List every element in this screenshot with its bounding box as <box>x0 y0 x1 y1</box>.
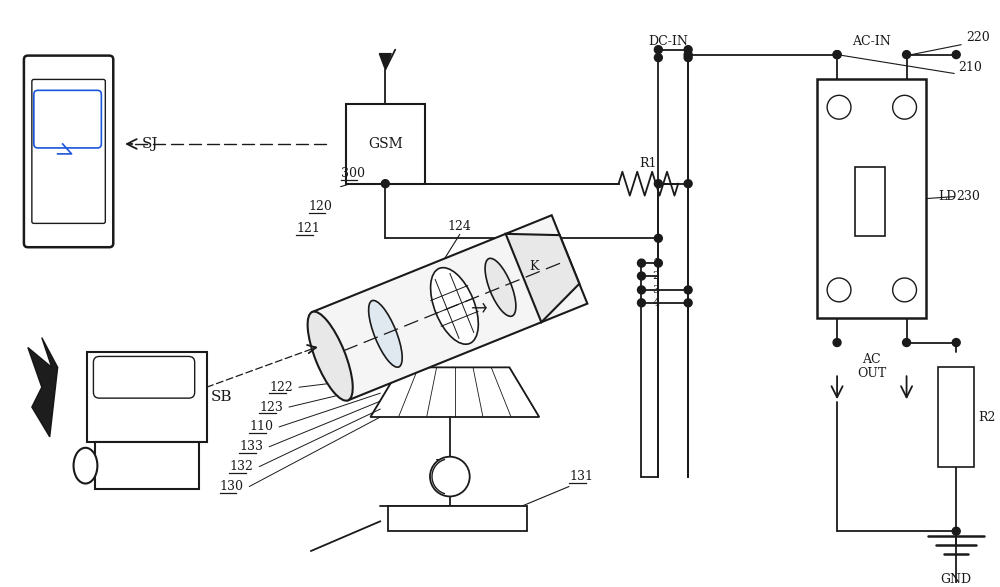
Circle shape <box>903 339 911 346</box>
Text: R2: R2 <box>978 410 995 423</box>
Text: 2: 2 <box>652 271 660 281</box>
Text: 133: 133 <box>239 440 263 453</box>
Text: DC-IN: DC-IN <box>648 35 688 48</box>
Circle shape <box>952 50 960 59</box>
Bar <box>855 167 885 237</box>
FancyBboxPatch shape <box>24 56 113 247</box>
Circle shape <box>684 46 692 53</box>
Text: GSM: GSM <box>368 137 403 151</box>
Bar <box>346 104 425 184</box>
Circle shape <box>638 286 645 294</box>
Polygon shape <box>370 367 539 417</box>
Text: 121: 121 <box>296 222 320 235</box>
Circle shape <box>654 234 662 242</box>
Circle shape <box>952 339 960 346</box>
Text: SJ: SJ <box>142 137 158 151</box>
Text: OUT: OUT <box>857 367 886 380</box>
Bar <box>312 215 587 400</box>
Circle shape <box>684 299 692 307</box>
Bar <box>95 442 199 490</box>
Ellipse shape <box>369 301 402 367</box>
Circle shape <box>381 180 389 188</box>
Circle shape <box>654 46 662 53</box>
Text: 210: 210 <box>958 61 982 74</box>
Text: K: K <box>530 261 539 274</box>
Text: 130: 130 <box>220 480 244 493</box>
Bar <box>388 507 527 531</box>
Circle shape <box>684 286 692 294</box>
Circle shape <box>827 278 851 302</box>
Ellipse shape <box>308 312 353 401</box>
Circle shape <box>684 180 692 188</box>
Circle shape <box>833 339 841 346</box>
Text: 230: 230 <box>956 190 980 203</box>
Circle shape <box>903 50 911 59</box>
Circle shape <box>684 53 692 62</box>
Text: 131: 131 <box>569 470 593 483</box>
Text: 220: 220 <box>966 31 990 44</box>
Circle shape <box>893 95 916 119</box>
Polygon shape <box>379 53 391 69</box>
Circle shape <box>654 259 662 267</box>
FancyBboxPatch shape <box>34 90 101 148</box>
Text: LD: LD <box>938 190 957 203</box>
FancyBboxPatch shape <box>32 79 105 224</box>
Text: 110: 110 <box>249 420 273 433</box>
Text: 123: 123 <box>259 400 283 414</box>
Ellipse shape <box>485 258 516 316</box>
Circle shape <box>833 50 841 59</box>
Text: 132: 132 <box>229 460 253 473</box>
Circle shape <box>638 259 645 267</box>
Ellipse shape <box>74 448 97 484</box>
Circle shape <box>638 272 645 280</box>
Circle shape <box>654 53 662 62</box>
Bar <box>938 367 974 467</box>
Text: 300: 300 <box>341 167 365 180</box>
Text: SB: SB <box>211 390 232 404</box>
Text: 122: 122 <box>269 381 293 394</box>
Ellipse shape <box>431 268 478 344</box>
Bar <box>87 352 207 442</box>
Circle shape <box>893 278 916 302</box>
FancyBboxPatch shape <box>93 356 195 398</box>
Text: 1: 1 <box>652 258 660 268</box>
Circle shape <box>654 180 662 188</box>
Circle shape <box>833 50 841 59</box>
Text: 4: 4 <box>652 298 660 308</box>
Text: AC: AC <box>863 353 881 366</box>
Bar <box>817 79 926 318</box>
Circle shape <box>638 299 645 307</box>
Text: 124: 124 <box>448 220 472 233</box>
Polygon shape <box>506 234 579 322</box>
Text: GND: GND <box>941 573 972 586</box>
Polygon shape <box>28 338 58 437</box>
Circle shape <box>430 457 470 497</box>
Circle shape <box>952 527 960 535</box>
Text: AC-IN: AC-IN <box>852 35 891 48</box>
Text: 3: 3 <box>652 285 660 295</box>
Text: R1: R1 <box>640 157 657 170</box>
Circle shape <box>684 50 692 59</box>
Text: 120: 120 <box>309 200 333 213</box>
Circle shape <box>827 95 851 119</box>
